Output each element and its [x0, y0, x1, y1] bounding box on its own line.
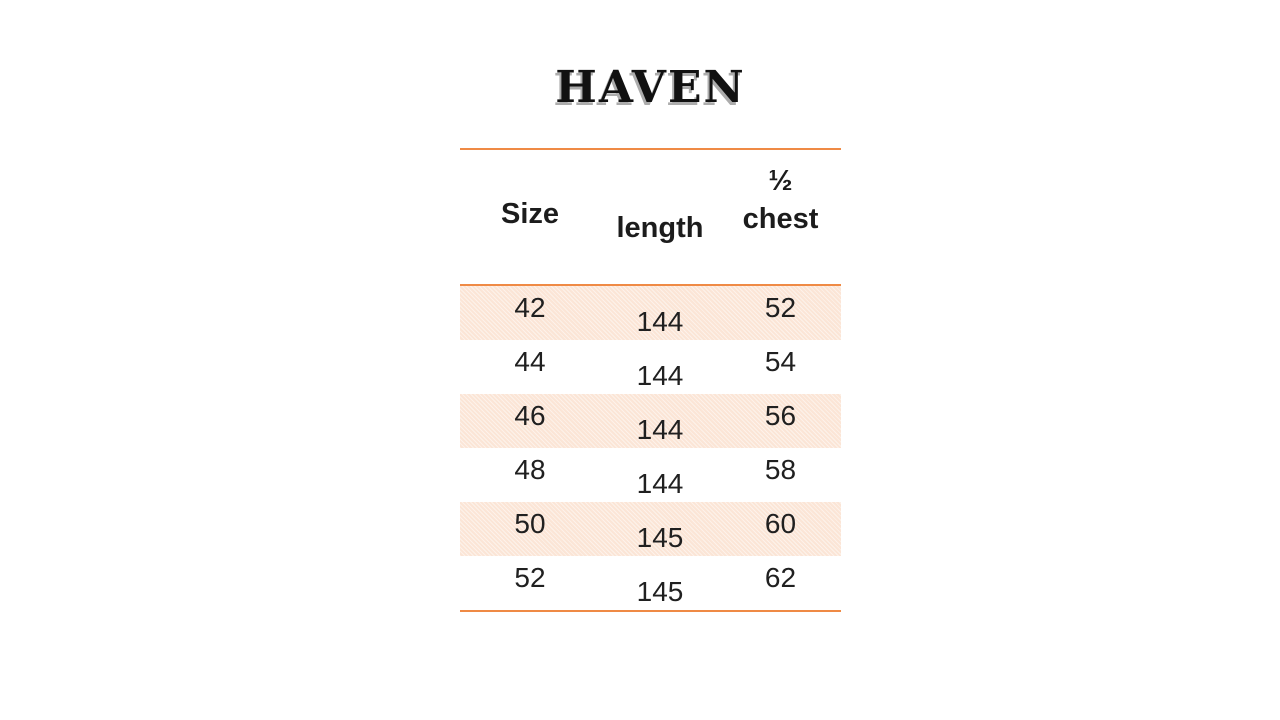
- table-top-rule: [460, 148, 841, 150]
- header-cell-half-chest: ½ chest: [720, 150, 841, 284]
- cell-length-value: 144: [636, 414, 684, 445]
- cell-chest-value: 62: [764, 562, 797, 593]
- cell-size-value: 52: [514, 562, 546, 593]
- table-header-rule: [460, 284, 841, 286]
- table-header-row: Size length ½ chest: [460, 150, 841, 284]
- cell-size-value: 46: [514, 400, 546, 431]
- table-row: 46 144 56: [460, 394, 841, 448]
- table-body: 42 144 52 44 144 54 46 144 56 48 144 58 …: [460, 286, 841, 610]
- table-row: 48 144 58: [460, 448, 841, 502]
- header-cell-length: length: [616, 212, 704, 244]
- table-bottom-rule: [460, 610, 841, 612]
- cell-size-value: 44: [514, 346, 546, 377]
- header-chest-label: chest: [742, 203, 819, 235]
- cell-size-value: 48: [514, 454, 546, 485]
- cell-length-value: 144: [636, 306, 684, 337]
- cell-length-value: 144: [636, 468, 684, 499]
- table-row: 50 145 60: [460, 502, 841, 556]
- table-row: 42 144 52: [460, 286, 841, 340]
- brand-title: HAVEN: [555, 62, 746, 113]
- table-row: 52 145 62: [460, 556, 841, 610]
- cell-size-value: 42: [514, 292, 546, 323]
- table-row: 44 144 54: [460, 340, 841, 394]
- cell-chest-value: 54: [764, 346, 797, 377]
- cell-length-value: 144: [636, 360, 684, 391]
- cell-chest-value: 52: [764, 292, 797, 323]
- cell-chest-value: 58: [764, 454, 797, 485]
- header-half-symbol: ½: [768, 165, 793, 197]
- header-cell-size: Size: [500, 198, 560, 230]
- size-chart-table: Size length ½ chest 42 144 52 44 144 54 …: [460, 148, 841, 612]
- cell-chest-value: 60: [764, 508, 797, 539]
- cell-length-value: 145: [636, 522, 684, 553]
- cell-length-value: 145: [636, 576, 684, 607]
- cell-size-value: 50: [514, 508, 546, 539]
- cell-chest-value: 56: [764, 400, 797, 431]
